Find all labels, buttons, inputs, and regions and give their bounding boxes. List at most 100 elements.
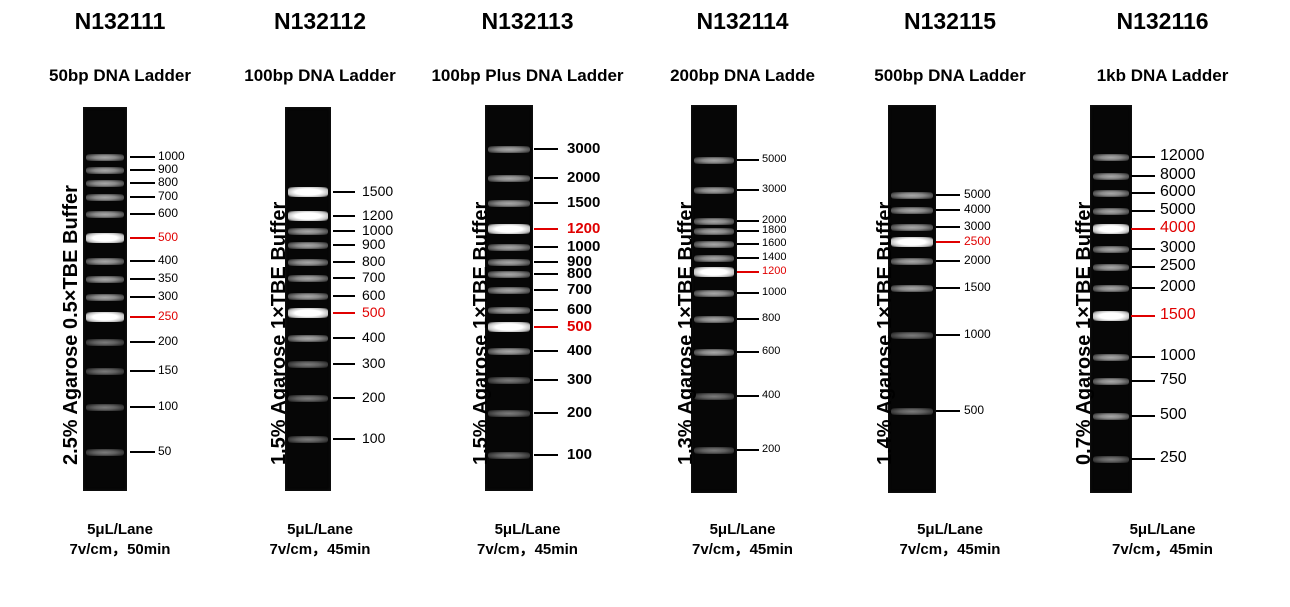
dna-band-400	[693, 393, 735, 400]
marker-tick	[1131, 175, 1155, 177]
dna-band-100	[287, 436, 329, 443]
marker-tick	[130, 296, 155, 298]
marker-tick	[936, 241, 960, 243]
dna-band-3000	[693, 187, 735, 194]
marker-label: 200	[567, 404, 593, 421]
product-name: 100bp DNA Ladder	[244, 66, 396, 85]
dna-band-2000	[487, 175, 531, 182]
dna-band-1500	[487, 200, 531, 207]
marker-label: 500	[1160, 406, 1187, 423]
marker-label: 6000	[1160, 183, 1196, 200]
product-name: 50bp DNA Ladder	[48, 66, 191, 85]
marker-tick	[1131, 192, 1155, 194]
marker-label: 1000	[158, 149, 185, 163]
marker-label: 100	[362, 430, 386, 446]
marker-label: 2000	[762, 214, 787, 226]
marker-tick	[936, 287, 960, 289]
marker-label: 4000	[1160, 219, 1196, 236]
marker-label: 50	[158, 444, 172, 458]
marker-label: 1200	[762, 265, 787, 277]
dna-band-900	[85, 167, 125, 174]
load-volume: 5μL/Lane	[709, 521, 776, 538]
marker-label: 200	[362, 389, 386, 405]
marker-label: 1000	[567, 238, 601, 255]
dna-band-350	[85, 276, 125, 283]
dna-band-700	[287, 275, 329, 282]
marker-label: 500	[567, 318, 593, 335]
marker-tick	[130, 341, 155, 343]
product-name: 1kb DNA Ladder	[1096, 66, 1229, 85]
dna-band-1000	[287, 228, 329, 235]
marker-label: 5000	[964, 187, 991, 201]
run-conditions: 5μL/Lane 7v/cm，45min	[190, 520, 450, 560]
marker-label: 600	[567, 301, 593, 318]
catalog-number: N132116	[1116, 8, 1209, 34]
marker-tick	[936, 226, 960, 228]
dna-band-2500	[1092, 264, 1130, 271]
dna-band-600	[693, 349, 735, 356]
marker-tick	[1131, 266, 1155, 268]
marker-tick	[130, 316, 155, 318]
dna-band-600	[287, 293, 329, 300]
marker-label: 3000	[762, 183, 787, 195]
marker-tick	[534, 309, 558, 311]
gel-conditions-label: 0.7% Agarose 1×TBE Buffer	[1073, 201, 1095, 465]
dna-band-1600	[693, 241, 735, 248]
marker-tick	[333, 397, 355, 399]
dna-band-400	[85, 258, 125, 265]
dna-band-6000	[1092, 190, 1130, 197]
voltage-time: 7v/cm，45min	[269, 541, 371, 558]
ladder-panel-N132116: N132116 1kb DNA Ladder 5μL/Lane 7v/cm，45min	[1055, 0, 1270, 607]
marker-label: 5000	[1160, 201, 1196, 218]
marker-tick	[936, 209, 960, 211]
marker-tick	[534, 350, 558, 352]
marker-tick	[737, 189, 759, 191]
marker-label: 2000	[567, 169, 601, 186]
load-volume: 5μL/Lane	[287, 521, 353, 538]
marker-tick	[1131, 415, 1155, 417]
marker-tick	[1131, 156, 1155, 158]
dna-band-1500	[890, 285, 934, 292]
dna-band-800	[287, 259, 329, 266]
marker-tick	[534, 379, 558, 381]
catalog-number: N132113	[481, 8, 574, 34]
marker-tick	[737, 230, 759, 232]
marker-label: 100	[567, 446, 593, 463]
marker-tick	[333, 337, 355, 339]
dna-band-1000	[890, 332, 934, 339]
dna-band-5000	[1092, 208, 1130, 215]
marker-label: 2500	[964, 234, 991, 248]
marker-label: 3000	[964, 219, 991, 233]
marker-tick	[333, 191, 355, 193]
marker-tick	[534, 228, 558, 230]
marker-tick	[534, 246, 558, 248]
voltage-time: 7v/cm，45min	[477, 541, 578, 558]
marker-label: 800	[362, 253, 386, 269]
gel-conditions-label: 1.3% Agarose 1×TBE Buffer	[675, 201, 697, 465]
product-name: 100bp Plus DNA Ladder	[431, 66, 624, 85]
marker-label: 700	[362, 269, 386, 285]
marker-label: 1800	[762, 224, 787, 236]
marker-tick	[534, 289, 558, 291]
marker-tick	[1131, 210, 1155, 212]
gel-lane	[691, 105, 737, 493]
dna-band-600	[487, 307, 531, 314]
marker-label: 800	[567, 265, 593, 282]
marker-tick	[936, 260, 960, 262]
marker-label: 500	[964, 403, 985, 417]
marker-tick	[333, 277, 355, 279]
dna-band-900	[287, 242, 329, 249]
marker-label: 300	[567, 371, 593, 388]
marker-label: 2500	[1160, 257, 1196, 274]
dna-band-2500	[890, 237, 934, 247]
dna-band-1000	[1092, 354, 1130, 361]
marker-label: 600	[362, 287, 386, 303]
dna-band-300	[85, 294, 125, 301]
marker-label: 1500	[567, 194, 601, 211]
dna-band-800	[487, 271, 531, 278]
marker-label: 800	[158, 175, 179, 189]
marker-label: 350	[158, 271, 179, 285]
dna-band-500	[487, 322, 531, 332]
load-volume: 5μL/Lane	[917, 521, 983, 538]
marker-tick	[737, 449, 759, 451]
